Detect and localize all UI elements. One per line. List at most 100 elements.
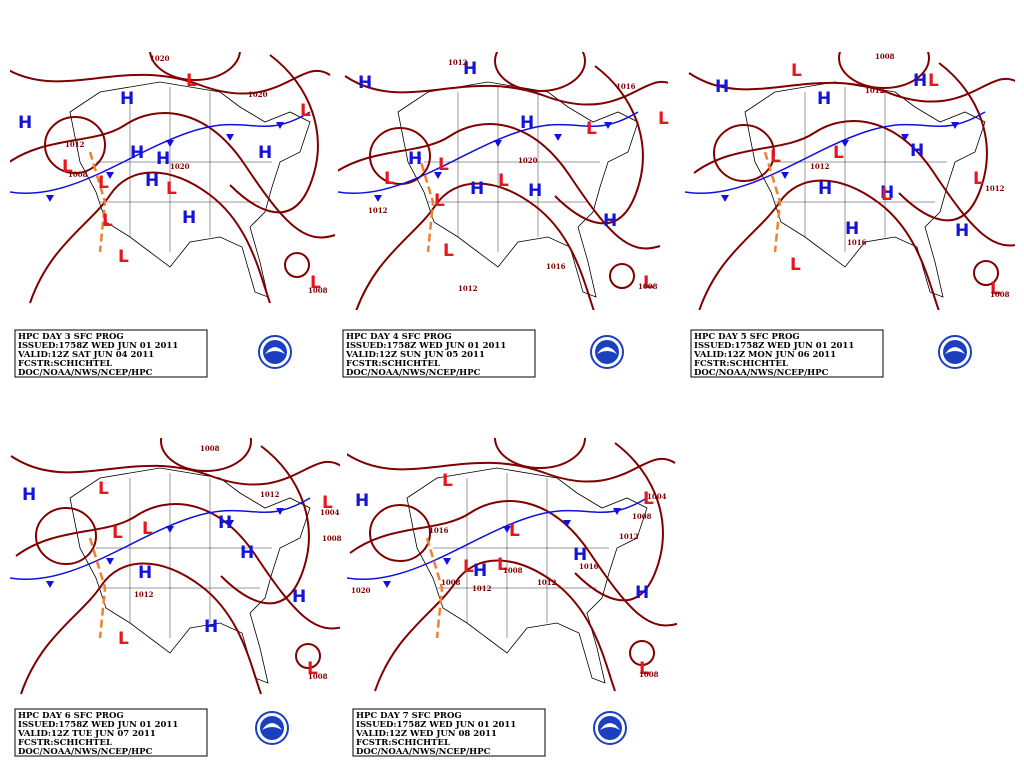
isobar-label: 1020 (150, 54, 170, 63)
isobar-label: 1012 (537, 578, 557, 587)
isobar-label: 1012 (134, 590, 154, 599)
isobar (713, 124, 776, 182)
caption-line: VALID:12Z TUE JUN 07 2011 (17, 729, 156, 739)
high-pressure: H (845, 219, 859, 239)
isobar (494, 52, 587, 92)
coastline (406, 467, 648, 684)
low-pressure: L (463, 557, 474, 577)
isobar (10, 455, 340, 486)
isobar-label: 1016 (429, 526, 449, 535)
caption-line: DOC/NOAA/NWS/NCEP/HPC (694, 368, 829, 378)
front-pip (604, 122, 612, 129)
state-lines (433, 473, 609, 638)
noaa-logo-bird (597, 347, 617, 354)
front-pip (443, 558, 451, 565)
front-pip (226, 520, 234, 527)
front-pip (494, 140, 502, 147)
isobar (29, 171, 271, 304)
isobar (284, 252, 311, 278)
isobar (374, 559, 616, 692)
high-pressure: H (463, 59, 477, 79)
state-lines (424, 87, 600, 252)
caption-line: FCSTR:SCHICHTEL (694, 359, 788, 369)
isobar-label: 1016 (616, 82, 636, 91)
high-pressure: H (473, 561, 487, 581)
front-pip (503, 526, 511, 533)
isobar-label: 1012 (368, 206, 388, 215)
low-pressure: L (307, 659, 318, 679)
trough (88, 537, 107, 639)
front-pip (434, 172, 442, 179)
low-pressure: L (434, 191, 445, 211)
map (347, 438, 677, 692)
isobar-label: 1008 (441, 578, 461, 587)
front-pip (166, 140, 174, 147)
high-pressure: H (910, 141, 924, 161)
caption-line: ISSUED:1758Z WED JUN 01 2011 (356, 720, 516, 730)
high-pressure: H (138, 563, 152, 583)
caption-line: ISSUED:1758Z WED JUN 01 2011 (694, 341, 854, 351)
high-pressure: H (955, 221, 969, 241)
caption-box (14, 329, 208, 378)
cold-front (347, 497, 648, 580)
caption-line: ISSUED:1758Z WED JUN 01 2011 (18, 720, 178, 730)
isobar (44, 116, 107, 174)
isobar-label: 1008 (322, 534, 342, 543)
isobar (574, 442, 664, 602)
isobar (229, 54, 319, 214)
isobar-label: 1012 (619, 532, 639, 541)
caption-line: HPC DAY 3 SFC PROG (18, 332, 124, 342)
isobar (838, 52, 931, 89)
high-pressure: H (22, 485, 36, 505)
isobar (10, 69, 331, 95)
low-pressure: L (497, 555, 508, 575)
isobar-label: 1008 (68, 170, 88, 179)
caption-line: DOC/NOAA/NWS/NCEP/HPC (356, 747, 491, 757)
cold-front (338, 111, 639, 194)
noaa-logo-inner (263, 340, 287, 364)
isobar (369, 504, 432, 562)
front-pip (951, 122, 959, 129)
high-pressure: H (358, 73, 372, 93)
high-pressure: H (204, 617, 218, 637)
front-pip (276, 122, 284, 129)
trough (763, 151, 782, 253)
caption-line: FCSTR:SCHICHTEL (346, 359, 440, 369)
caption-line: VALID:12Z MON JUN 06 2011 (693, 350, 836, 360)
front-pip (554, 134, 562, 141)
coastline (397, 81, 639, 298)
low-pressure: L (166, 179, 177, 199)
high-pressure: H (635, 583, 649, 603)
cold-front (10, 497, 311, 580)
high-pressure: H (240, 543, 254, 563)
low-pressure: L (770, 147, 781, 167)
caption-line: ISSUED:1758Z WED JUN 01 2011 (346, 341, 506, 351)
state-lines (96, 87, 272, 252)
isobar-label: 1020 (518, 156, 538, 165)
low-pressure: L (98, 173, 109, 193)
caption-box (352, 708, 546, 757)
isobar-label: 1012 (810, 162, 830, 171)
coastline (69, 467, 311, 684)
front-pip (106, 558, 114, 565)
state-lines (771, 87, 947, 252)
caption-line: DOC/NOAA/NWS/NCEP/HPC (18, 747, 153, 757)
isobar (15, 503, 340, 630)
isobar (355, 182, 595, 310)
front-pip (383, 581, 391, 588)
high-pressure: H (408, 149, 422, 169)
low-pressure: L (186, 71, 197, 91)
low-pressure: L (973, 169, 984, 189)
low-pressure: L (881, 185, 892, 205)
isobar (973, 260, 1000, 286)
low-pressure: L (639, 659, 650, 679)
low-pressure: L (586, 119, 597, 139)
isobar-label: 1012 (865, 86, 885, 95)
front-pip (374, 195, 382, 202)
isobar-label: 1012 (260, 490, 280, 499)
high-pressure: H (913, 71, 927, 91)
high-pressure: H (603, 211, 617, 231)
